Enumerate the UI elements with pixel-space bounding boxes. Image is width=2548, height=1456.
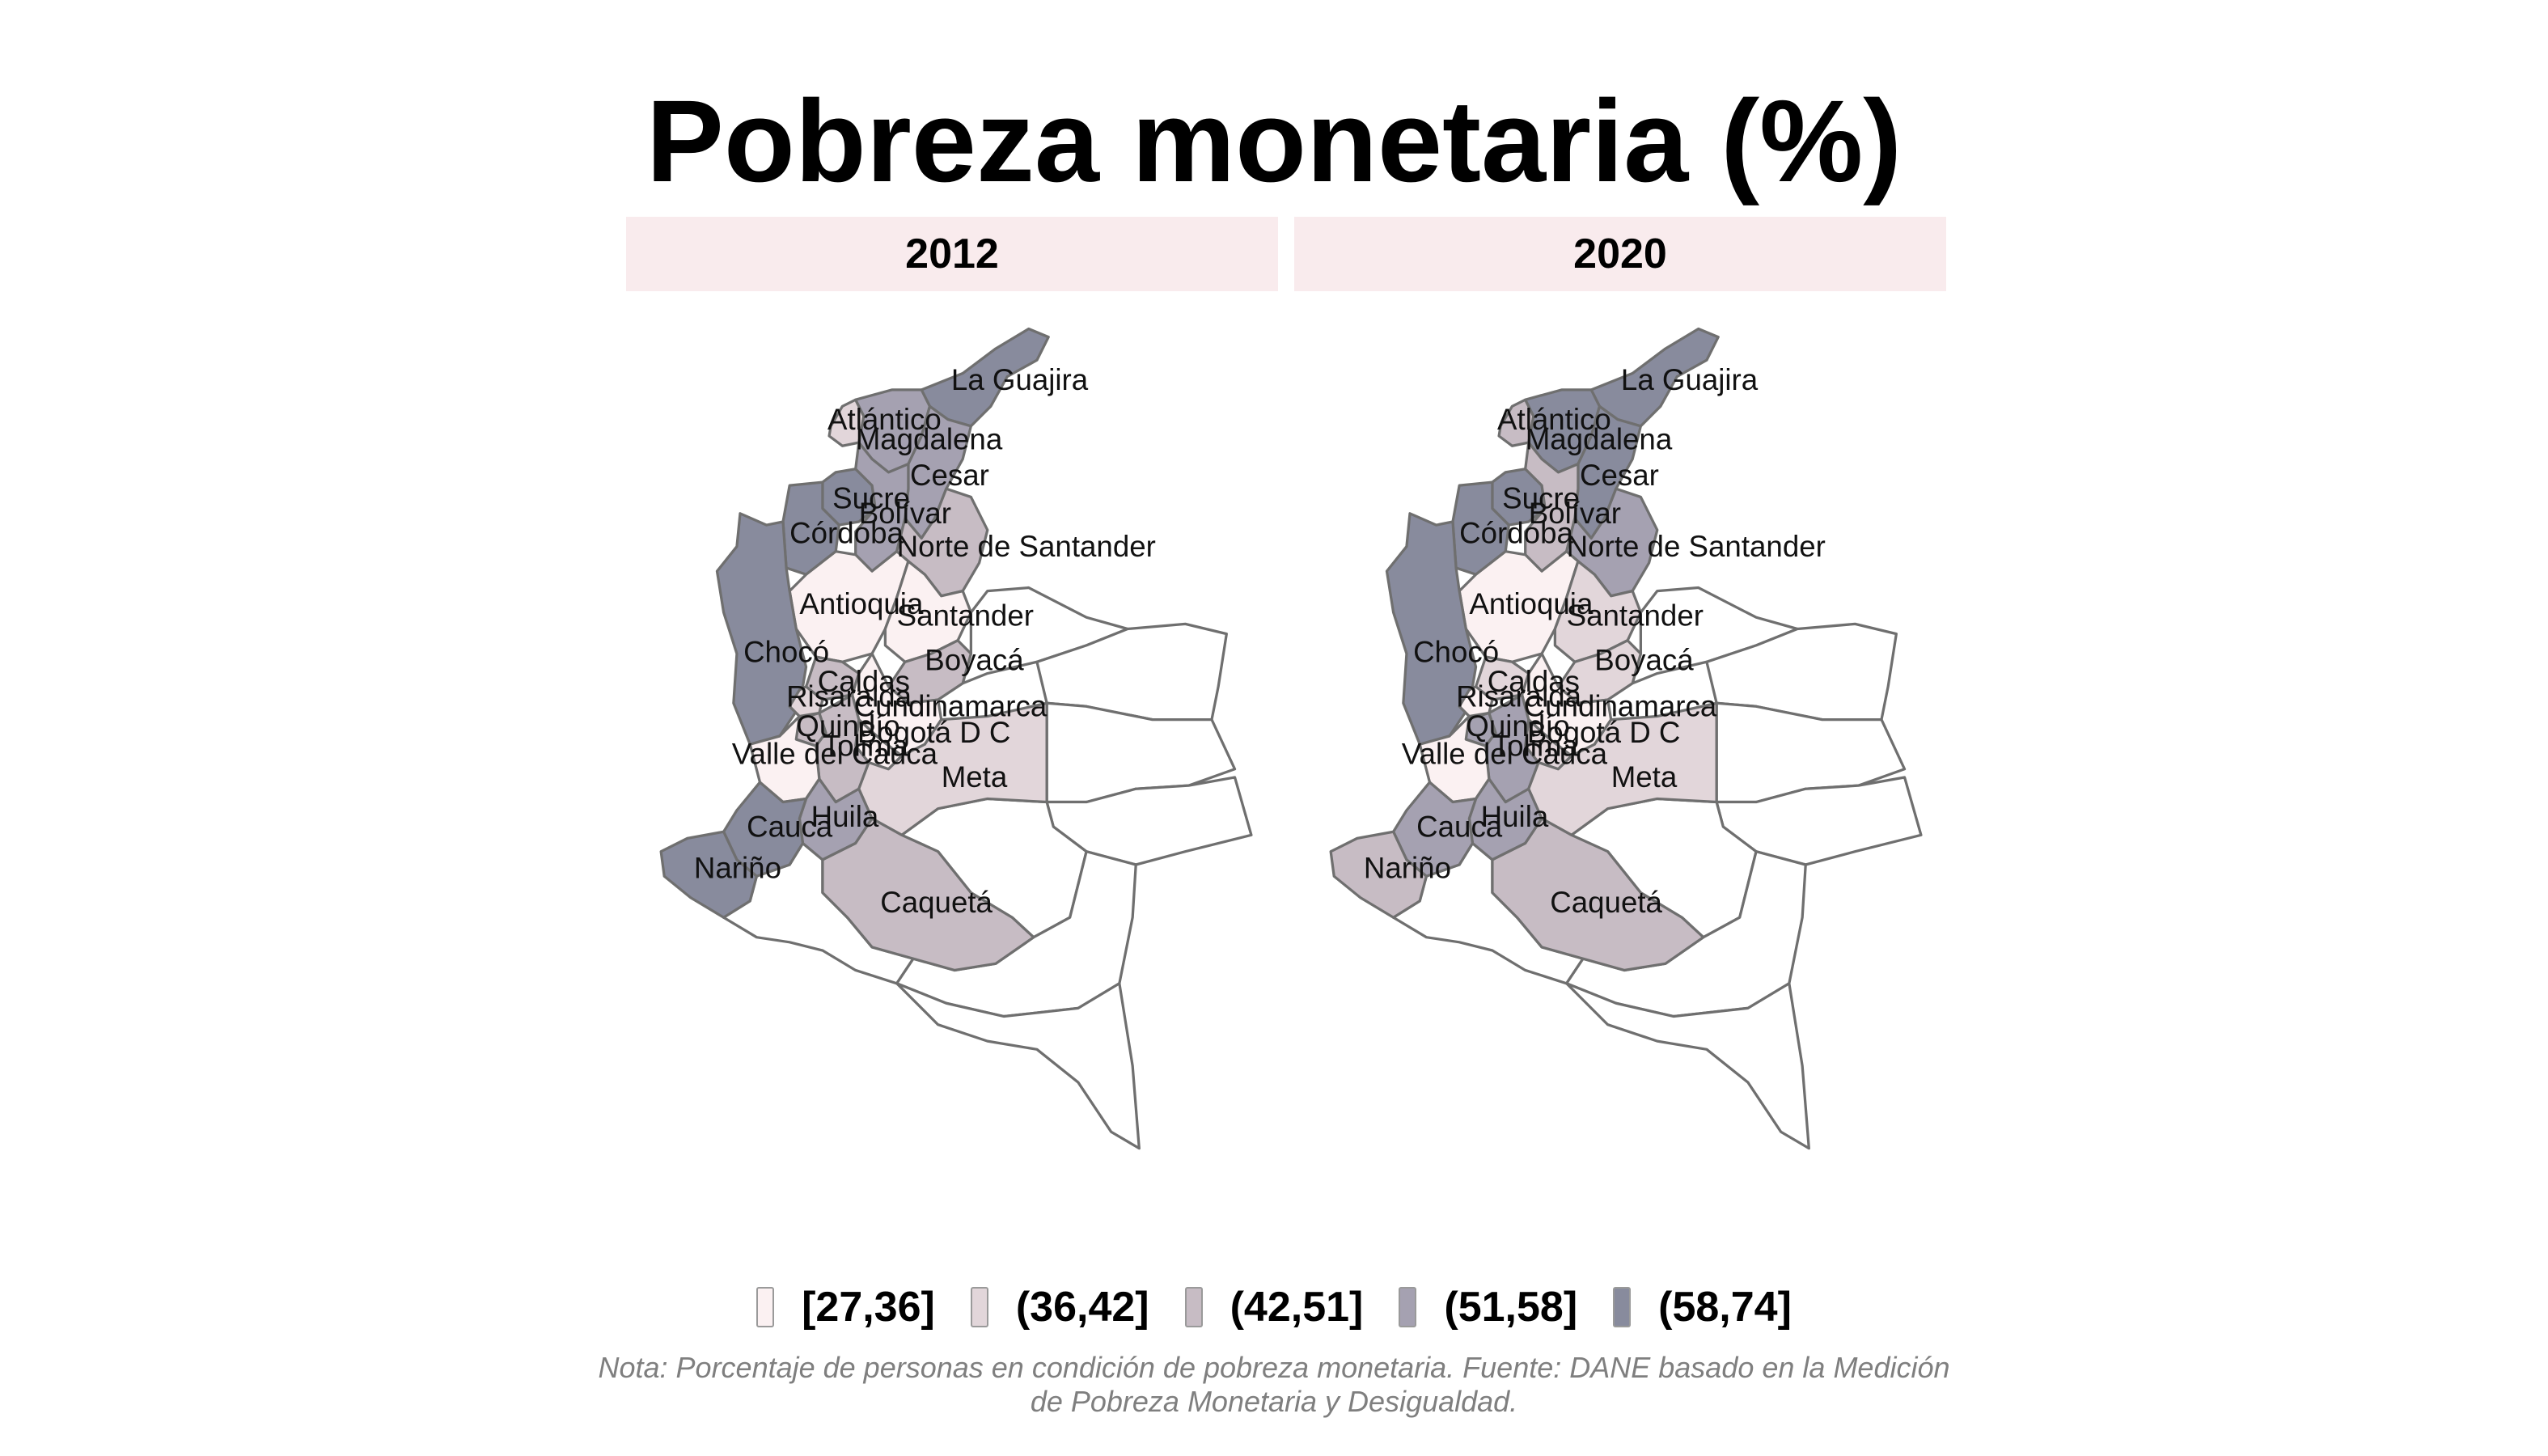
label-bolivar-2020: Bolívar: [1529, 497, 1621, 530]
label-valle-del-cauca-2012: Valle del Cauca: [732, 738, 938, 771]
label-caldas-2020: Caldas: [1488, 665, 1580, 698]
legend-item-51-58: (51,58]: [1399, 1283, 1577, 1331]
region-choco-2020: [1385, 512, 1478, 746]
legend-item-36-42: (36,42]: [970, 1283, 1149, 1331]
label-narino-2020: Nariño: [1364, 851, 1451, 884]
label-bogota-2020: Bogotá D C: [1527, 716, 1681, 749]
label-cundinamarca-2012: Cundinamarca: [854, 690, 1048, 723]
label-cauca-2020: Cauca: [1416, 810, 1503, 843]
region-meta-2020: [1527, 701, 1718, 836]
label-quindio-2020: Quindío: [1466, 709, 1569, 743]
label-tolima-2020: Tolima: [1492, 729, 1579, 762]
region-no-data-8-2020: [1565, 982, 1810, 1150]
legend-item-58-74: (58,74]: [1613, 1283, 1792, 1331]
label-meta-2020: Meta: [1611, 760, 1678, 794]
label-sucre-2012: Sucre: [832, 482, 910, 515]
legend: [27,36] (36,42] (42,51] (51,58] (58,74]: [0, 1283, 2548, 1331]
label-boyaca-2012: Boyacá: [925, 643, 1024, 676]
label-valle-del-cauca-2020: Valle del Cauca: [1402, 738, 1608, 771]
label-cundinamarca-2020: Cundinamarca: [1524, 690, 1717, 723]
label-meta-2012: Meta: [942, 760, 1008, 794]
region-narino-2020: [1329, 830, 1428, 919]
page-title: Pobreza monetaria (%): [645, 76, 1903, 206]
label-antioquia-2012: Antioquia: [799, 587, 924, 620]
label-choco-2020: Chocó: [1413, 635, 1499, 668]
label-tolima-2012: Tolima: [823, 729, 909, 762]
label-cauca-2012: Cauca: [747, 810, 833, 843]
region-no-data-8-2012: [895, 982, 1141, 1150]
label-caqueta-2012: Caquetá: [880, 886, 993, 919]
panel-header-2012: 2012: [626, 217, 1278, 291]
label-huila-2012: Huila: [811, 800, 879, 833]
region-meta-2012: [857, 701, 1048, 836]
label-cordoba-2020: Córdoba: [1459, 517, 1573, 550]
legend-label-42-51: (42,51]: [1230, 1284, 1364, 1331]
label-atlantico-2020: Atlántico: [1497, 403, 1611, 436]
source-note-line-1: Nota: Porcentaje de personas en condició…: [598, 1351, 1950, 1384]
legend-swatch-51-58: [1399, 1287, 1417, 1327]
source-note-line-2: de Pobreza Monetaria y Desigualdad.: [1030, 1385, 1518, 1418]
label-narino-2012: Nariño: [694, 851, 781, 884]
legend-label-27-36: [27,36]: [802, 1284, 935, 1331]
legend-label-58-74: (58,74]: [1658, 1284, 1792, 1331]
label-caldas-2012: Caldas: [818, 665, 910, 698]
label-choco-2012: Chocó: [743, 635, 829, 668]
label-antioquia-2020: Antioquia: [1469, 587, 1594, 620]
region-choco-2012: [715, 512, 808, 746]
label-magdalena-2012: Magdalena: [856, 422, 1003, 455]
region-caqueta-2012: [821, 817, 1035, 972]
legend-label-36-42: (36,42]: [1015, 1284, 1149, 1331]
legend-label-51-58: (51,58]: [1444, 1284, 1578, 1331]
legend-swatch-58-74: [1613, 1287, 1632, 1327]
region-caqueta-2020: [1491, 817, 1705, 972]
label-norte-de-santander-2020: Norte de Santander: [1567, 530, 1826, 563]
label-risaralda-2012: Risaralda: [786, 679, 912, 713]
legend-swatch-36-42: [970, 1287, 988, 1327]
label-magdalena-2020: Magdalena: [1526, 422, 1673, 455]
map-panel-2020: La GuajiraAtlánticoMagdalenaCesarSucreBo…: [1329, 327, 1923, 1150]
label-caqueta-2020: Caquetá: [1550, 886, 1662, 919]
region-narino-2012: [659, 830, 759, 919]
label-cesar-2020: Cesar: [1580, 459, 1659, 492]
legend-swatch-42-51: [1184, 1287, 1203, 1327]
map-panel-2012: La GuajiraAtlánticoMagdalenaCesarSucreBo…: [659, 327, 1253, 1150]
label-huila-2020: Huila: [1481, 800, 1549, 833]
source-note: Nota: Porcentaje de personas en condició…: [0, 1351, 2548, 1419]
legend-item-42-51: (42,51]: [1184, 1283, 1364, 1331]
label-norte-de-santander-2012: Norte de Santander: [897, 530, 1156, 563]
label-cordoba-2012: Córdoba: [789, 517, 904, 550]
label-cesar-2012: Cesar: [910, 459, 989, 492]
label-quindio-2012: Quindío: [796, 709, 899, 743]
label-la-guajira-2020: La Guajira: [1621, 363, 1759, 396]
label-boyaca-2020: Boyacá: [1594, 643, 1694, 676]
label-risaralda-2020: Risaralda: [1456, 679, 1582, 713]
label-la-guajira-2012: La Guajira: [951, 363, 1089, 396]
legend-item-27-36: [27,36]: [756, 1283, 935, 1331]
label-bolivar-2012: Bolívar: [859, 497, 951, 530]
label-bogota-2012: Bogotá D C: [857, 716, 1011, 749]
label-santander-2020: Santander: [1567, 599, 1704, 632]
label-santander-2012: Santander: [897, 599, 1034, 632]
label-sucre-2020: Sucre: [1502, 482, 1580, 515]
panel-header-2020: 2020: [1294, 217, 1946, 291]
legend-swatch-27-36: [756, 1287, 775, 1327]
label-atlantico-2012: Atlántico: [827, 403, 942, 436]
